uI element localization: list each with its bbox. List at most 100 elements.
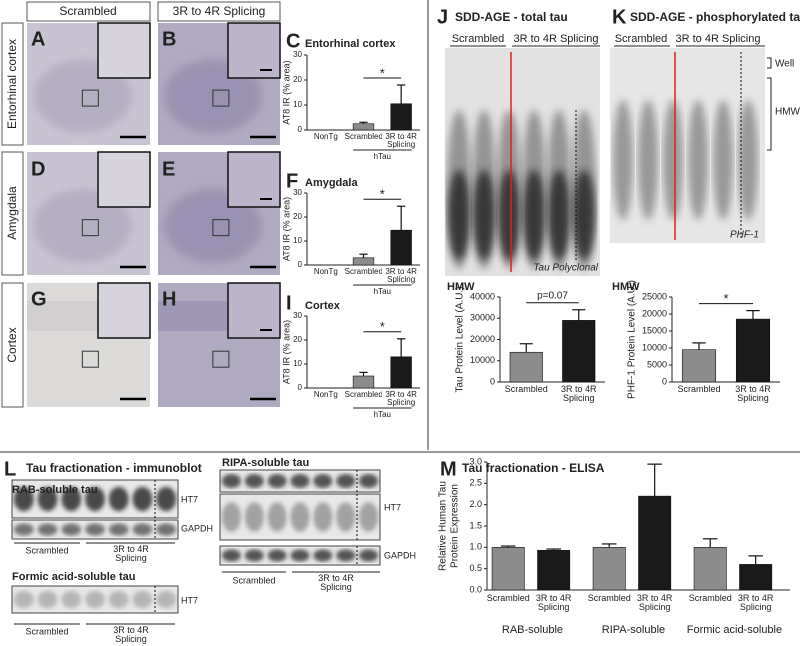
row-label: Amygdala [5, 186, 19, 240]
label-box: 3R to 4R Splicing [735, 385, 771, 404]
label-box: Scrambled [486, 594, 530, 603]
category-label: Scrambled [344, 268, 383, 276]
band [156, 590, 177, 609]
panel-letter: K [612, 6, 627, 28]
band [244, 473, 264, 489]
smear [573, 170, 595, 260]
y-tick-label: 20000 [470, 334, 495, 344]
band [267, 473, 287, 489]
y-tick-label: 0 [662, 376, 667, 386]
group-label: 3R to 4R Splicing [514, 33, 599, 45]
significance-label: * [380, 65, 385, 80]
significance-label: * [380, 187, 385, 202]
y-tick-label: 20 [293, 212, 302, 221]
band [13, 523, 34, 536]
y-tick-label: 2.5 [469, 478, 482, 488]
band [85, 523, 105, 536]
column-header: Scrambled [59, 4, 116, 18]
category-label: Scrambled [504, 385, 548, 394]
y-axis-label: Protein Expression [450, 484, 461, 568]
inset [97, 282, 151, 339]
band [61, 486, 82, 512]
y-tick-label: 10 [293, 236, 302, 245]
label-box: Scrambled [345, 391, 383, 399]
panel-letter: F [286, 170, 298, 192]
chart-title: Entorhinal cortex [305, 38, 396, 50]
band-label: GAPDH [384, 550, 416, 560]
band [336, 549, 356, 562]
band [37, 486, 58, 512]
label-box: Scrambled [344, 133, 383, 141]
band [267, 549, 287, 562]
y-tick-label: 20 [293, 75, 302, 84]
band [313, 502, 333, 532]
category-label: Scrambled [344, 133, 383, 141]
y-tick-label: 10 [293, 359, 302, 368]
significance-label: * [723, 291, 728, 306]
panel-title: SDD-AGE - total tau [455, 10, 568, 24]
y-tick-label: 0 [298, 125, 303, 134]
column-header: 3R to 4R Splicing [173, 4, 266, 18]
panel-letter: I [286, 292, 292, 314]
y-tick-label: 1.5 [469, 520, 482, 530]
y-axis-label: Relative Human Tau [438, 481, 449, 571]
antibody-label: Tau Polyclonal [533, 263, 598, 274]
group-label-box: 3R to 4R Splicing [113, 626, 149, 644]
smear [613, 100, 633, 220]
category-label: Scrambled [486, 594, 530, 603]
band [290, 502, 310, 532]
inset [227, 151, 281, 208]
blot-title: RAB-soluble tau [12, 484, 98, 496]
y-tick-label: 30 [293, 311, 302, 320]
bar [739, 564, 773, 591]
panel-title: SDD-AGE - phosphorylated tau [630, 10, 800, 24]
y-tick-label: 0 [298, 260, 303, 269]
row-label: Entorhinal cortex [5, 39, 19, 129]
y-tick-label: 0.0 [469, 584, 482, 594]
panel-title: Tau fractionation - immunoblot [26, 461, 202, 475]
label-box: 3R to 4R Splicing [561, 385, 597, 403]
y-tick-label: 25000 [642, 291, 667, 301]
group-label: Scrambled [452, 33, 505, 45]
band [313, 473, 333, 489]
row-label: Cortex [5, 327, 19, 362]
y-axis-label: AT8 IR (% area) [281, 197, 291, 261]
group-label: Scrambled [232, 575, 275, 585]
blot-title: Formic acid-soluble tau [12, 571, 135, 583]
band [85, 486, 105, 512]
band-label: HT7 [181, 595, 198, 605]
y-tick-label: 5000 [647, 359, 667, 369]
band [290, 473, 310, 489]
label-box: 3R to 4R Splicing [536, 594, 572, 612]
label-box: 3R to 4R Splicing [385, 268, 417, 284]
band [221, 549, 242, 562]
group-label: 3R to 4R Splicing [676, 33, 761, 45]
y-tick-label: 10000 [642, 342, 667, 352]
bar [390, 356, 412, 389]
label-box: 3R to 4R Splicing [385, 133, 417, 149]
bar [352, 375, 375, 389]
bar [693, 547, 727, 591]
y-tick-label: 0.5 [469, 563, 482, 573]
y-tick-label: 30 [293, 50, 302, 59]
row-box [1, 22, 24, 146]
row-box [1, 282, 24, 408]
panel-letter: C [286, 30, 300, 52]
category-label: RAB-soluble [502, 624, 563, 636]
panel-letter: E [162, 158, 175, 180]
band-label: GAPDH [181, 523, 213, 533]
panel-letter: D [31, 158, 45, 180]
category-label: Scrambled [688, 594, 732, 603]
y-axis-label: AT8 IR (% area) [281, 320, 291, 384]
antibody-label: PHF-1 [730, 230, 759, 241]
band [61, 523, 82, 536]
label-box: NonTg [314, 268, 338, 276]
band [290, 549, 310, 562]
smear [688, 100, 708, 220]
y-tick-label: 1.0 [469, 542, 482, 552]
label-box: 3R to 4R Splicing [738, 594, 774, 612]
chart-title: HMW [447, 281, 475, 293]
band-label: HMW [775, 107, 800, 118]
y-tick-label: 20000 [642, 308, 667, 318]
category-label: 3R to 4R Splicing [735, 385, 771, 404]
